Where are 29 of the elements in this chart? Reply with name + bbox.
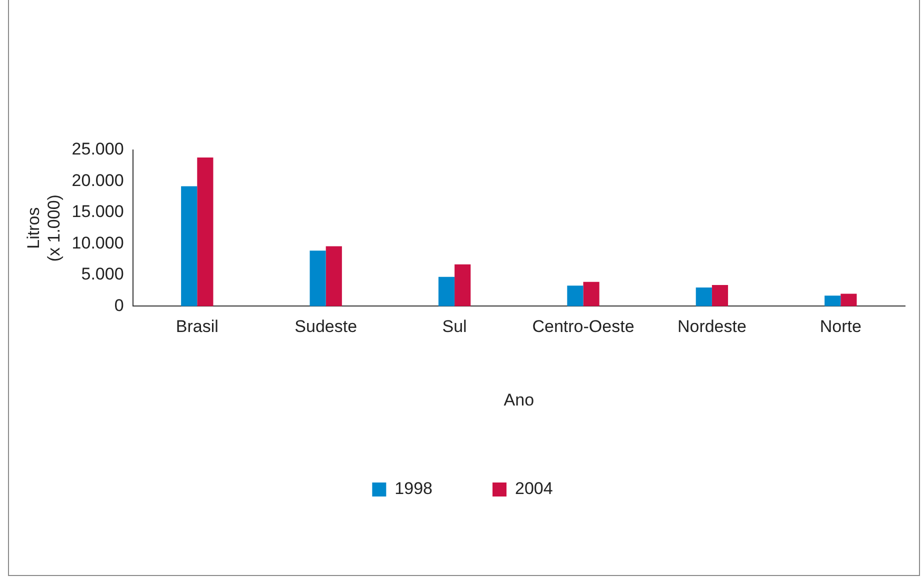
bar (824, 296, 841, 306)
y-tick-label: 0 (114, 296, 124, 315)
bar (567, 286, 584, 306)
bar (326, 246, 342, 306)
bar (181, 186, 198, 306)
bar (840, 294, 857, 306)
x-tick-label: Norte (820, 317, 862, 336)
x-tick-label: Sul (442, 317, 467, 336)
y-tick-label: 20.000 (72, 170, 124, 190)
x-tick-label: Brasil (176, 317, 218, 336)
bar (197, 158, 214, 306)
bar (696, 287, 712, 306)
legend-label: 2004 (515, 479, 553, 498)
text: (x 1.000) (44, 194, 64, 262)
x-tick-label: Nordeste (677, 317, 746, 336)
y-tick-label: 15.000 (72, 202, 124, 222)
y-tick-label: 25.000 (72, 140, 124, 159)
x-tick-label: Sudeste (294, 317, 358, 336)
bar (583, 282, 600, 306)
bar (310, 250, 326, 306)
y-tick-label: 5.000 (81, 264, 124, 284)
bar (454, 264, 471, 306)
legend-label: 1998 (394, 479, 433, 498)
x-axis-title: Ano (504, 390, 534, 410)
x-tick-label: Centro-Oeste (532, 317, 634, 336)
bar (712, 284, 728, 306)
text: Litros (24, 207, 43, 249)
y-tick-label: 10.000 (72, 233, 124, 252)
bar (438, 276, 455, 306)
